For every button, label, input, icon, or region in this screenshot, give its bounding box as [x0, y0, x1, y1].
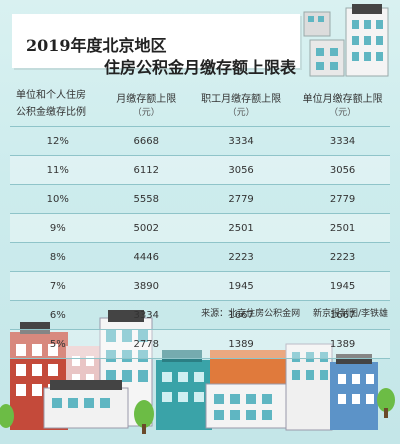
cell-total: 5002	[105, 213, 187, 243]
table-header-row: 单位和个人住房 公积金缴存比例 月缴存额上限 （元） 职工月缴存额上限 （元） …	[10, 82, 390, 127]
header-employer: 单位月缴存额上限 （元）	[295, 82, 390, 127]
cell-rate: 8%	[10, 242, 106, 272]
cell-rate: 5%	[10, 329, 106, 359]
table-row: 5% 2778 1389 1389	[10, 329, 390, 359]
source-credit-author: 新京报制图/李铁雄	[312, 309, 388, 319]
cell-rate: 6%	[10, 300, 106, 330]
cell-employee: 2501	[187, 213, 296, 243]
cell-total: 5558	[105, 184, 187, 214]
header-employee: 职工月缴存额上限 （元）	[187, 82, 296, 127]
cell-total: 4446	[105, 242, 187, 272]
header-rate: 单位和个人住房 公积金缴存比例	[10, 82, 106, 127]
cell-rate: 7%	[10, 271, 106, 301]
cell-total: 3890	[105, 271, 187, 301]
trees	[0, 388, 395, 434]
cell-employee: 1389	[187, 329, 296, 359]
building-low-front	[43, 380, 129, 429]
cell-employer: 1667	[295, 300, 390, 330]
cell-employee: 1945	[187, 271, 296, 301]
header-total: 月缴存额上限 （元）	[105, 82, 187, 127]
cell-employer: 3334	[295, 126, 390, 156]
source-origin: 来源：北京住房公积金网	[201, 309, 301, 319]
table-row: 12% 6668 3334 3334	[10, 126, 390, 156]
cell-employee: 2779	[187, 184, 296, 214]
cell-employee: 1667	[187, 300, 296, 330]
cell-rate: 12%	[10, 126, 106, 156]
table-row: 10% 5558 2779 2779	[10, 184, 390, 214]
table-row: 9% 5002 2501 2501	[10, 213, 390, 243]
table-row: 7% 3890 1945 1945	[10, 271, 390, 301]
cell-rate: 9%	[10, 213, 106, 243]
cell-rate: 10%	[10, 184, 106, 214]
table-row: 6% 3334 1667 1667	[10, 300, 390, 330]
building-teal-mid	[156, 350, 212, 430]
cell-employer: 1389	[295, 329, 390, 359]
contribution-cap-table: 单位和个人住房 公积金缴存比例 月缴存额上限 （元） 职工月缴存额上限 （元） …	[10, 82, 390, 359]
cell-rate: 11%	[10, 155, 106, 185]
cell-employee: 3056	[187, 155, 296, 185]
table-row: 8% 4446 2223 2223	[10, 242, 390, 272]
cell-employer: 1945	[295, 271, 390, 301]
building-top-right	[303, 4, 389, 77]
cell-total: 6668	[105, 126, 187, 156]
cell-employer: 2501	[295, 213, 390, 243]
cell-employer: 3056	[295, 155, 390, 185]
building-orange-roof	[205, 350, 293, 429]
cell-employer: 2223	[295, 242, 390, 272]
title-line-2: 住房公积金月缴存额上限表	[104, 58, 297, 77]
table-row: 11% 6112 3056 3056	[10, 155, 390, 185]
cell-total: 3334	[105, 300, 187, 330]
cell-employee: 3334	[187, 126, 296, 156]
cell-total: 2778	[105, 329, 187, 359]
cell-employer: 2779	[295, 184, 390, 214]
source-credit: 来源：北京住房公积金网 新京报制图/李铁雄	[191, 306, 388, 319]
title-card: 2019年度北京地区 住房公积金月缴存额上限表	[12, 14, 300, 77]
cell-employee: 2223	[187, 242, 296, 272]
cell-total: 6112	[105, 155, 187, 185]
title-line-1: 2019年度北京地区	[26, 36, 167, 55]
